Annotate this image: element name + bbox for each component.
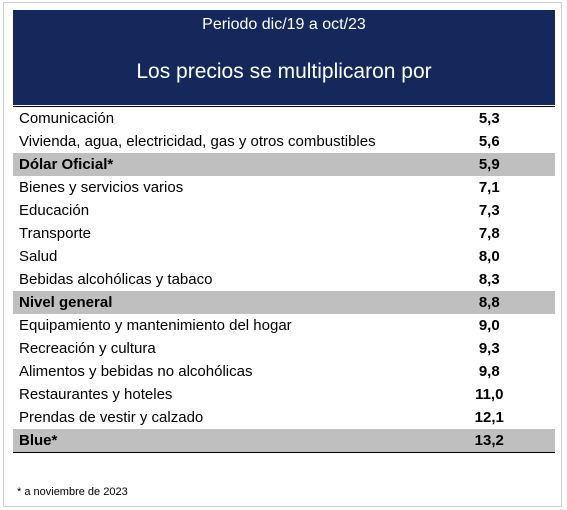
table-row: Salud 8,0: [13, 245, 555, 268]
table-row: Prendas de vestir y calzado 12,1: [13, 406, 555, 429]
table-row: Bienes y servicios varios 7,1: [13, 176, 555, 199]
row-value: 5,6: [478, 133, 500, 150]
row-label: Blue*: [13, 429, 424, 453]
table-row: Equipamiento y mantenimiento del hogar 9,…: [13, 314, 555, 337]
table-row: Nivel general 8,8: [13, 291, 555, 314]
row-value: 5,3: [478, 110, 500, 127]
row-value: 12,1: [474, 409, 504, 426]
row-label: Comunicación: [19, 110, 115, 127]
table-row: Educación 7,3: [13, 199, 555, 222]
row-value: 8,0: [478, 248, 500, 265]
row-label: Dólar Oficial*: [13, 153, 424, 176]
footnote: * a noviembre de 2023: [17, 486, 128, 498]
table-row: Alimentos y bebidas no alcohólicas 9,8: [13, 360, 555, 383]
row-label: Restaurantes y hoteles: [19, 386, 173, 403]
period: Periodo dic/19 a oct/23: [202, 16, 366, 33]
row-value: 9,3: [478, 340, 500, 357]
table-row: Recreación y cultura 9,3: [13, 337, 555, 360]
row-label: Bienes y servicios varios: [19, 179, 184, 196]
table-row: Comunicación 5,3: [13, 107, 555, 131]
table-row: Dólar Oficial* 5,9: [13, 153, 555, 176]
row-label: Equipamiento y mantenimiento del hogar: [19, 317, 292, 334]
row-label: Salud: [19, 248, 58, 265]
frame: [3, 2, 562, 507]
row-label: Educación: [19, 202, 90, 219]
row-value: 7,1: [478, 179, 500, 196]
row-label: Prendas de vestir y calzado: [19, 409, 204, 426]
row-label: Transporte: [19, 225, 91, 242]
table-row: Transporte 7,8: [13, 222, 555, 245]
row-label: Nivel general: [13, 291, 424, 314]
row-value: 9,0: [478, 317, 500, 334]
table-row: Vivienda, agua, electricidad, gas y otro…: [13, 130, 555, 153]
row-label: Bebidas alcohólicas y tabaco: [19, 271, 213, 288]
row-value: 11,0: [475, 386, 504, 403]
row-label: Vivienda, agua, electricidad, gas y otro…: [19, 133, 376, 150]
row-value: 13,2: [423, 429, 555, 453]
row-label: Recreación y cultura: [19, 340, 156, 357]
row-value: 7,3: [478, 202, 500, 219]
row-value: 9,8: [478, 363, 500, 380]
row-value: 5,9: [423, 153, 555, 176]
table-row: Blue* 13,2: [13, 429, 555, 453]
table-row: Restaurantes y hoteles 11,0: [13, 383, 555, 406]
header: Periodo dic/19 a oct/23 Los precios se m…: [13, 10, 555, 105]
row-value: 8,8: [423, 291, 555, 314]
row-label: Alimentos y bebidas no alcohólicas: [19, 363, 253, 380]
row-value: 8,3: [478, 271, 500, 288]
table-row: Bebidas alcohólicas y tabaco 8,3: [13, 268, 555, 291]
table: Comunicación 5,3 Vivienda, agua, electrici…: [13, 106, 555, 453]
header-title: Los precios se multiplicaron por: [136, 60, 432, 83]
row-value: 7,8: [478, 225, 500, 242]
